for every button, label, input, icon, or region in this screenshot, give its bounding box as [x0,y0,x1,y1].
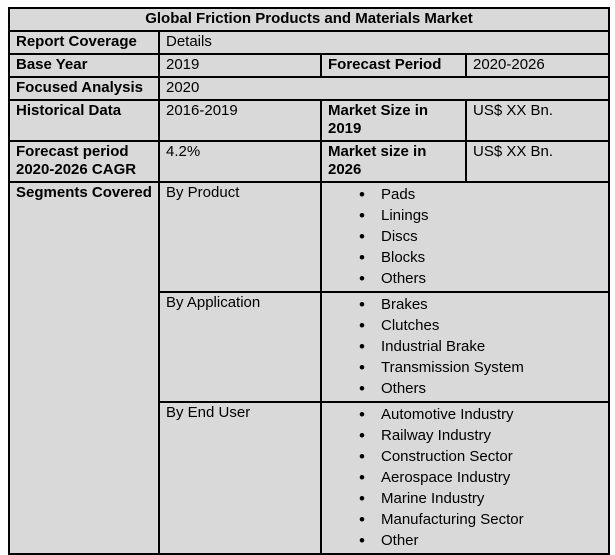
forecast-cagr-value: 4.2% [158,140,322,183]
base-year-label: Base Year [8,53,160,78]
page: { "title": "Global Friction Products and… [0,0,615,517]
segment-by-product-label: By Product [158,181,322,293]
focused-analysis-label: Focused Analysis [8,76,160,101]
segment-by-product-items: Pads Linings Discs Blocks Others [319,181,611,293]
list-item: Discs [328,226,602,247]
market-size-2019-label: Market Size in 2019 [320,99,467,142]
report-coverage-label: Report Coverage [8,30,160,55]
segment-by-application-label: By Application [158,291,322,403]
forecast-period-value: 2020-2026 [464,53,611,78]
list-item: Others [328,378,602,399]
historical-data-label: Historical Data [8,99,160,142]
list-item: Pads [328,184,602,205]
segment-by-end-user-label: By End User [158,401,322,555]
segments-covered-label: Segments Covered [8,181,160,555]
list-item: Others [328,268,602,289]
list-item: Marine Industry [328,488,602,509]
by-product-list: Pads Linings Discs Blocks Others [328,184,602,289]
list-item: Brakes [328,294,602,315]
forecast-cagr-label: Forecast period 2020-2026 CAGR [8,140,160,183]
market-report-table: Global Friction Products and Materials M… [7,7,611,555]
segment-by-application-items: Brakes Clutches Industrial Brake Transmi… [319,291,611,403]
list-item: Automotive Industry [328,404,602,425]
historical-data-value: 2016-2019 [158,99,322,142]
report-coverage-value: Details [157,30,611,55]
list-item: Blocks [328,247,602,268]
by-end-user-list: Automotive Industry Railway Industry Con… [328,404,602,551]
base-year-value: 2019 [158,53,322,78]
list-item: Construction Sector [328,446,602,467]
list-item: Transmission System [328,357,602,378]
list-item: Railway Industry [328,425,602,446]
market-size-2026-label: Market size in 2026 [320,140,467,183]
market-size-2026-value: US$ XX Bn. [464,140,611,183]
segment-by-end-user-items: Automotive Industry Railway Industry Con… [319,401,611,555]
focused-analysis-value: 2020 [157,76,611,101]
list-item: Manufacturing Sector [328,509,602,530]
market-size-2019-value: US$ XX Bn. [464,99,611,142]
forecast-period-label: Forecast Period [320,53,467,78]
list-item: Industrial Brake [328,336,602,357]
by-application-list: Brakes Clutches Industrial Brake Transmi… [328,294,602,399]
list-item: Linings [328,205,602,226]
list-item: Clutches [328,315,602,336]
list-item: Aerospace Industry [328,467,602,488]
table-title: Global Friction Products and Materials M… [7,7,611,32]
list-item: Other [328,530,602,551]
